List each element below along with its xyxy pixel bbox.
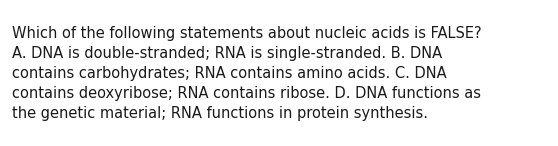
- Text: Which of the following statements about nucleic acids is FALSE?
A. DNA is double: Which of the following statements about …: [12, 26, 482, 121]
